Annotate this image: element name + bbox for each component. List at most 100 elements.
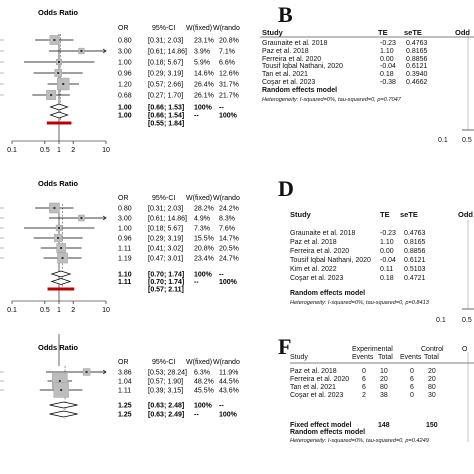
weight-random: 7.6% xyxy=(219,226,235,233)
ctl-events: 6 xyxy=(410,376,414,383)
panel-letter-d: D xyxy=(278,176,294,201)
ctl-total: 20 xyxy=(428,376,436,383)
sete-value: 0.4763 xyxy=(406,40,428,47)
weight-fixed: 20.8% xyxy=(194,246,214,253)
weight-random: 7.1% xyxy=(219,49,235,56)
study-point xyxy=(60,247,63,249)
panel-f-rules xyxy=(290,352,474,442)
x-tick-label: 0.5 xyxy=(462,137,472,144)
study-name: Paz et al. 2018 xyxy=(262,47,309,55)
pooled-diamond xyxy=(50,278,72,285)
exp-events-header: Events xyxy=(352,354,374,361)
exp-events: 6 xyxy=(362,384,366,391)
pooled-or-value: 1.10 xyxy=(118,272,132,279)
pooled-or-value: 1.11 xyxy=(118,279,131,286)
study-name: Coşar et al. 2023 xyxy=(290,275,344,282)
pooled-weight-fixed: -- xyxy=(194,279,199,286)
ci-value: [0.29; 3.19] xyxy=(148,71,183,78)
weight-random: 24.2% xyxy=(219,206,239,213)
panel-letter-f: F xyxy=(278,334,292,359)
or-value: 0.96 xyxy=(118,236,132,243)
weight-fixed: 26.4% xyxy=(194,82,214,89)
study-header: Study xyxy=(290,210,311,219)
heterogeneity-text: Heterogeneity: I-squared=0%, tau-squared… xyxy=(290,438,429,444)
study-name: Coşar et al. 2023 xyxy=(262,79,316,86)
panel-b-rules xyxy=(260,34,474,131)
ctl-total: 30 xyxy=(428,392,436,399)
sete-value: 0.8165 xyxy=(404,239,426,246)
or-value: 1.04 xyxy=(118,379,132,386)
ci-value: [0.57; 2.66] xyxy=(148,82,183,89)
x-tick-label: 1 xyxy=(57,147,61,154)
pooled-weight-random: 100% xyxy=(219,113,238,120)
study-name: Ferreira et al. 2020 xyxy=(290,376,350,383)
study-header: Study xyxy=(290,354,308,361)
weight-fixed: 6.3% xyxy=(194,370,210,377)
ci-value: [0.31; 2.03] xyxy=(148,38,183,45)
or-value: 1.00 xyxy=(118,226,132,233)
ci-value: [0.18; 5.67] xyxy=(148,226,183,233)
ci-arrow xyxy=(102,215,107,221)
pooled-ci-value: [0.55; 1.84] xyxy=(148,121,184,128)
exp-events: 6 xyxy=(362,376,366,383)
weight-fixed: 14.6% xyxy=(194,71,214,78)
ctl-events: 0 xyxy=(410,368,414,375)
study-name: Graunaite et al. 2018 xyxy=(290,230,356,237)
exp-total: 38 xyxy=(380,392,388,399)
study-name: Paz et al. 2018 xyxy=(290,368,337,375)
ci-value: [0.53; 28.24] xyxy=(148,370,187,377)
exp-total: 20 xyxy=(380,376,388,383)
ctl-events: 0 xyxy=(410,392,414,399)
column-header: W(random) xyxy=(213,359,240,366)
sete-value: 0.8856 xyxy=(404,248,426,255)
column-header: 95%-CI xyxy=(152,359,175,366)
pooled-ci-value: [0.70; 1.74] xyxy=(148,272,184,279)
control-group-header: Control xyxy=(421,346,444,353)
random-model-label: Random effects model xyxy=(290,429,366,436)
weight-random: 20.5% xyxy=(219,246,239,253)
or-value: 3.00 xyxy=(118,49,132,56)
exp-total: 10 xyxy=(380,368,388,375)
weight-fixed: 3.9% xyxy=(194,49,210,56)
heterogeneity-text: Heterogeneity: I-squared=0%, tau-squared… xyxy=(262,97,401,103)
te-value: 1.10 xyxy=(380,239,394,246)
or-value: 1.20 xyxy=(118,82,132,89)
ci-value: [0.29; 3.19] xyxy=(148,236,183,243)
weight-fixed: 7.3% xyxy=(194,226,210,233)
study-name: Tousif Iqbal Nathani, 2020 xyxy=(290,257,371,264)
weight-random: 43.6% xyxy=(219,388,239,395)
study-point xyxy=(58,61,60,63)
pooled-weight-random: 100% xyxy=(219,412,238,419)
weight-random: 44.5% xyxy=(219,379,239,386)
weight-random: 12.6% xyxy=(219,71,239,78)
fixed-model-label: Fixed effect model xyxy=(290,422,352,429)
model-label: Random effects model xyxy=(290,290,366,297)
study-name: Tan et al. 2021 xyxy=(290,384,336,391)
exp-total-header: Total xyxy=(378,354,393,361)
column-header: OR xyxy=(118,195,129,202)
plot-title: Odds Ratio xyxy=(38,8,78,17)
ci-value: [0.47; 3.01] xyxy=(148,256,183,263)
forest-panel-b: B Study TE seTE Odd Graunaite et al. 201… xyxy=(240,0,474,160)
study-point xyxy=(57,72,60,74)
pooled-ci-value: [0.70; 1.74] xyxy=(148,279,184,286)
odds-header-truncated: Odd xyxy=(458,210,473,219)
study-name: Tousif Iqbal Nathani, 2020 xyxy=(262,63,343,71)
or-value: 1.11 xyxy=(118,388,131,395)
weight-random: 21.7% xyxy=(219,93,239,100)
or-value: 0.80 xyxy=(118,206,132,213)
model-label: Random effects model xyxy=(262,87,338,94)
sete-value: 0.4662 xyxy=(406,79,428,86)
pooled-diamond xyxy=(50,270,72,278)
ci-arrow xyxy=(102,369,107,375)
or-value: 1.11 xyxy=(118,246,131,253)
panel-letter-b: B xyxy=(278,2,293,27)
forest-panel-e: Odds Ratio OR 95%-CI W(fixed)W(random) 3.86 [… xyxy=(0,334,240,474)
weight-fixed: 23.1% xyxy=(194,38,214,45)
weight-fixed: 4.9% xyxy=(194,216,210,223)
ctl-total: 20 xyxy=(428,368,436,375)
pooled-or-value: 1.00 xyxy=(118,113,132,120)
study-point xyxy=(50,94,53,96)
study-point xyxy=(53,39,56,41)
or-value: 1.00 xyxy=(118,60,132,67)
